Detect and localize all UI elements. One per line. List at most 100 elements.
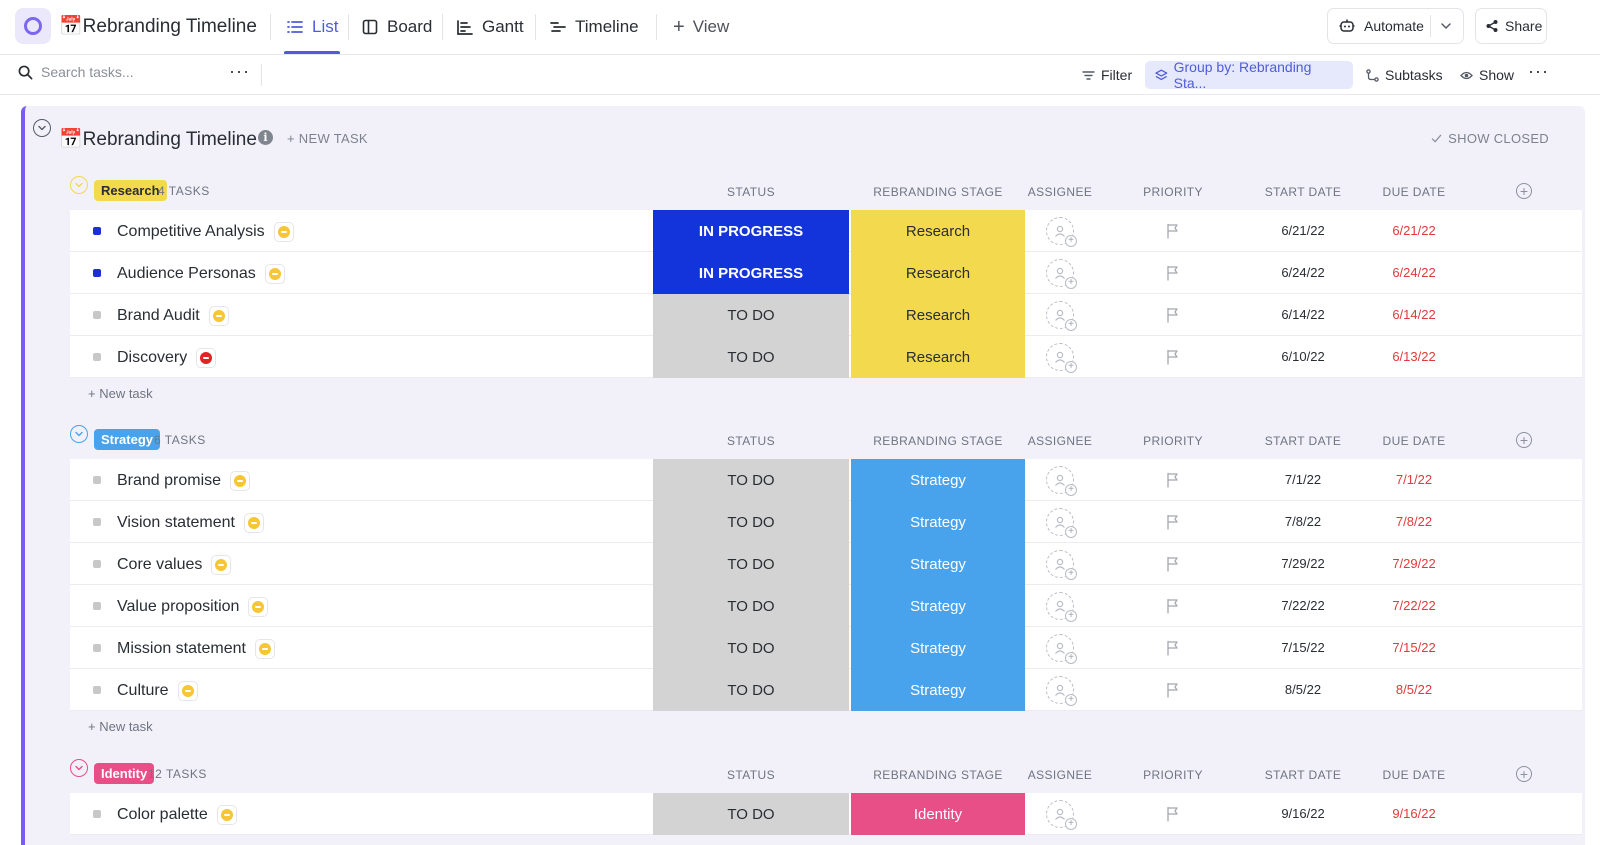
- priority-dot-icon[interactable]: [208, 306, 229, 326]
- task-name[interactable]: Culture: [117, 681, 198, 701]
- table-row[interactable]: Discovery TO DO Research + 6/10/22 6/13/…: [70, 336, 1582, 378]
- status-square-icon[interactable]: [93, 560, 101, 568]
- column-header-stage[interactable]: REBRANDING STAGE: [873, 185, 1003, 199]
- column-header-due-date[interactable]: DUE DATE: [1382, 434, 1446, 448]
- stage-cell[interactable]: Strategy: [851, 669, 1025, 711]
- collapse-group-icon[interactable]: [70, 425, 88, 443]
- table-row[interactable]: Brand Audit TO DO Research + 6/14/22 6/1…: [70, 294, 1582, 336]
- group-by-button[interactable]: Group by: Rebranding Sta...: [1145, 59, 1353, 91]
- due-date[interactable]: 8/5/22: [1395, 682, 1433, 697]
- status-square-icon[interactable]: [93, 311, 101, 319]
- status-square-icon[interactable]: [93, 518, 101, 526]
- priority-dot-icon[interactable]: [216, 805, 237, 825]
- status-cell[interactable]: TO DO: [653, 585, 849, 627]
- priority-dot-icon[interactable]: [230, 471, 251, 491]
- task-name[interactable]: Mission statement: [117, 639, 275, 659]
- start-date[interactable]: 7/29/22: [1281, 556, 1325, 571]
- column-header-assignee[interactable]: ASSIGNEE: [1027, 185, 1093, 199]
- add-assignee-icon[interactable]: +: [1046, 259, 1077, 289]
- column-header-status[interactable]: STATUS: [727, 768, 775, 782]
- due-date[interactable]: 7/15/22: [1392, 640, 1436, 655]
- new-task-button[interactable]: + NEW TASK: [287, 131, 368, 146]
- start-date[interactable]: 9/16/22: [1281, 806, 1325, 821]
- priority-dot-icon[interactable]: [244, 513, 264, 533]
- status-square-icon[interactable]: [93, 644, 101, 652]
- status-cell[interactable]: IN PROGRESS: [653, 252, 849, 294]
- table-row[interactable]: Vision statement TO DO Strategy + 7/8/22…: [70, 501, 1582, 543]
- status-square-icon[interactable]: [93, 686, 101, 694]
- stage-cell[interactable]: Research: [851, 294, 1025, 336]
- share-button[interactable]: Share: [1475, 8, 1547, 44]
- table-row[interactable]: Audience Personas IN PROGRESS Research +…: [70, 252, 1582, 294]
- table-row[interactable]: Culture TO DO Strategy + 8/5/22 8/5/22: [70, 669, 1582, 711]
- flag-icon[interactable]: [1166, 223, 1180, 239]
- stage-cell[interactable]: Research: [851, 252, 1025, 294]
- start-date[interactable]: 7/1/22: [1284, 472, 1322, 487]
- task-name[interactable]: Audience Personas: [117, 264, 285, 284]
- add-task-button[interactable]: + New task: [88, 386, 153, 401]
- column-header-due-date[interactable]: DUE DATE: [1382, 185, 1446, 199]
- due-date[interactable]: 7/22/22: [1392, 598, 1436, 613]
- priority-dot-icon[interactable]: [254, 639, 275, 659]
- add-column-icon[interactable]: +: [1516, 766, 1532, 782]
- column-header-assignee[interactable]: ASSIGNEE: [1027, 768, 1093, 782]
- column-header-stage[interactable]: REBRANDING STAGE: [873, 434, 1003, 448]
- add-assignee-icon[interactable]: +: [1046, 676, 1077, 706]
- collapse-list-icon[interactable]: [33, 119, 51, 137]
- show-closed-button[interactable]: SHOW CLOSED: [1431, 131, 1549, 146]
- collapse-group-icon[interactable]: [70, 759, 88, 777]
- group-badge[interactable]: Strategy: [94, 429, 161, 450]
- table-row[interactable]: Core values TO DO Strategy + 7/29/22 7/2…: [70, 543, 1582, 585]
- priority-dot-icon[interactable]: [248, 597, 269, 617]
- space-logo-icon[interactable]: [15, 8, 51, 44]
- subtasks-button[interactable]: Subtasks: [1366, 61, 1443, 89]
- due-date[interactable]: 9/16/22: [1392, 806, 1436, 821]
- task-name[interactable]: Discovery: [117, 348, 217, 368]
- stage-cell[interactable]: Identity: [851, 793, 1025, 835]
- flag-icon[interactable]: [1166, 307, 1180, 323]
- flag-icon[interactable]: [1166, 598, 1180, 614]
- status-cell[interactable]: TO DO: [653, 543, 849, 585]
- add-assignee-icon[interactable]: +: [1046, 592, 1077, 622]
- task-name[interactable]: Core values: [117, 555, 232, 575]
- flag-icon[interactable]: [1166, 472, 1180, 488]
- stage-cell[interactable]: Strategy: [851, 501, 1025, 543]
- task-name[interactable]: Competitive Analysis: [117, 222, 294, 242]
- flag-icon[interactable]: [1166, 556, 1180, 572]
- task-name[interactable]: Brand Audit: [117, 306, 229, 326]
- priority-dot-icon[interactable]: [196, 348, 217, 368]
- table-row[interactable]: Mission statement TO DO Strategy + 7/15/…: [70, 627, 1582, 669]
- tab-timeline[interactable]: Timeline: [549, 0, 639, 54]
- priority-dot-icon[interactable]: [211, 555, 232, 575]
- due-date[interactable]: 7/8/22: [1395, 514, 1433, 529]
- search-box[interactable]: [18, 64, 221, 80]
- table-row[interactable]: Value proposition TO DO Strategy + 7/22/…: [70, 585, 1582, 627]
- add-assignee-icon[interactable]: +: [1046, 508, 1077, 538]
- column-header-due-date[interactable]: DUE DATE: [1382, 768, 1446, 782]
- status-cell[interactable]: IN PROGRESS: [653, 210, 849, 252]
- due-date[interactable]: 7/1/22: [1395, 472, 1433, 487]
- stage-cell[interactable]: Research: [851, 210, 1025, 252]
- status-cell[interactable]: TO DO: [653, 294, 849, 336]
- column-header-status[interactable]: STATUS: [727, 185, 775, 199]
- group-badge[interactable]: Identity: [94, 763, 155, 784]
- table-row[interactable]: Competitive Analysis IN PROGRESS Researc…: [70, 210, 1582, 252]
- column-header-start-date[interactable]: START DATE: [1264, 185, 1342, 199]
- stage-cell[interactable]: Research: [851, 336, 1025, 378]
- add-assignee-icon[interactable]: +: [1046, 301, 1077, 331]
- column-header-priority[interactable]: PRIORITY: [1143, 185, 1203, 199]
- add-assignee-icon[interactable]: +: [1046, 634, 1077, 664]
- stage-cell[interactable]: Strategy: [851, 585, 1025, 627]
- due-date[interactable]: 6/13/22: [1392, 349, 1436, 364]
- search-input[interactable]: [41, 64, 221, 80]
- tab-list[interactable]: List: [284, 0, 341, 54]
- due-date[interactable]: 6/14/22: [1392, 307, 1436, 322]
- automate-button[interactable]: Automate: [1327, 8, 1464, 44]
- due-date[interactable]: 7/29/22: [1392, 556, 1436, 571]
- column-header-status[interactable]: STATUS: [727, 434, 775, 448]
- status-square-icon[interactable]: [93, 269, 101, 277]
- status-square-icon[interactable]: [93, 476, 101, 484]
- tab-gantt[interactable]: Gantt: [456, 0, 524, 54]
- collapse-group-icon[interactable]: [70, 176, 88, 194]
- status-cell[interactable]: TO DO: [653, 627, 849, 669]
